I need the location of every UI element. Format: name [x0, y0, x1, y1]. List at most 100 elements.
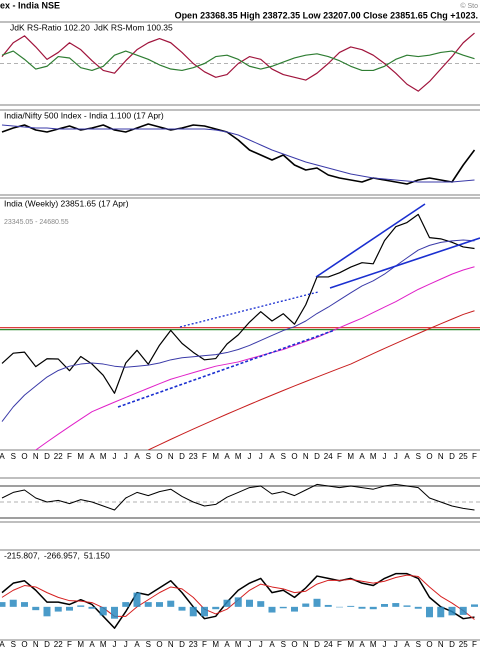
x-tick-label: F [472, 640, 477, 649]
histogram-bar [32, 606, 40, 611]
histogram-bar [99, 606, 107, 616]
histogram-bar [302, 603, 310, 607]
histogram-bar [88, 606, 96, 609]
ohlc: Open 23368.35 High 23872.35 Low 23207.00… [175, 10, 478, 20]
x-tick-label: D [44, 452, 50, 461]
x-tick-label: A [89, 640, 95, 649]
histogram-bar [358, 606, 366, 609]
histogram-bar [54, 606, 62, 612]
x-tick-label: M [235, 452, 242, 461]
x-tick-label: N [303, 640, 309, 649]
x-tick-label: J [383, 452, 387, 461]
x-tick-label: N [438, 452, 444, 461]
histogram-bar [471, 604, 478, 607]
histogram-bar [459, 606, 467, 615]
histogram-bar [212, 606, 220, 610]
x-tick-label: F [472, 452, 477, 461]
histogram-bar [414, 606, 422, 609]
histogram-bar [313, 598, 321, 607]
x-tick-label: N [168, 452, 174, 461]
x-tick-label: O [21, 640, 27, 649]
x-tick-label: N [33, 640, 39, 649]
histogram-bar [403, 605, 411, 607]
x-tick-label: J [113, 640, 117, 649]
x-tick-label: N [168, 640, 174, 649]
x-tick-label: D [449, 452, 455, 461]
histogram-bar [223, 599, 231, 607]
x-tick-label: J [248, 452, 252, 461]
x-tick-label: J [394, 452, 398, 461]
x-tick-label: N [303, 452, 309, 461]
x-tick-label: 25 [459, 452, 468, 461]
histogram-bar [324, 604, 332, 607]
histogram-bar [246, 599, 253, 607]
x-tick-label: A [224, 640, 230, 649]
x-tick-label: S [146, 452, 151, 461]
x-tick-label: O [291, 452, 297, 461]
panel [0, 213, 480, 450]
series-line [35, 266, 475, 450]
trend-line [315, 203, 426, 278]
histogram-bar [9, 599, 17, 607]
trend-line [329, 237, 480, 289]
x-tick-label: M [100, 452, 107, 461]
x-tick-label: S [11, 640, 16, 649]
histogram-bar [257, 601, 265, 607]
x-tick-label: J [124, 452, 128, 461]
legend-entry: -215.807, [4, 550, 40, 560]
histogram-bar [234, 597, 242, 607]
series-line [1, 574, 475, 620]
x-tick-label: J [248, 640, 252, 649]
x-tick-label: A [224, 452, 230, 461]
histogram-bar [144, 602, 152, 607]
histogram-bar [392, 603, 400, 607]
x-tick-label: A [359, 640, 365, 649]
x-tick-label: 24 [324, 452, 333, 461]
x-tick-label: M [370, 452, 377, 461]
x-tick-label: D [179, 640, 185, 649]
x-tick-label: F [202, 640, 207, 649]
x-tick-label: 23 [189, 640, 198, 649]
x-tick-label: F [337, 452, 342, 461]
histogram-bar [189, 606, 197, 617]
x-tick-label: S [281, 640, 286, 649]
x-tick-label: A [404, 452, 410, 461]
series-line [1, 213, 475, 394]
credit: © Sto [460, 2, 478, 10]
x-tick-label: O [156, 640, 162, 649]
x-tick-label: S [416, 452, 421, 461]
histogram-bar [43, 606, 51, 617]
x-tick-label: M [212, 640, 219, 649]
x-tick-label: D [449, 640, 455, 649]
x-tick-label: F [337, 640, 342, 649]
x-tick-label: D [44, 640, 50, 649]
histogram-bar [369, 606, 377, 610]
histogram-bar [437, 606, 445, 618]
trend-line [179, 291, 319, 328]
panel [0, 32, 480, 92]
x-tick-label: D [314, 452, 320, 461]
x-tick-label: S [281, 452, 286, 461]
x-tick-label: M [347, 452, 354, 461]
histogram-bar [122, 602, 130, 607]
x-tick-label: J [113, 452, 117, 461]
trend-lines [117, 203, 480, 408]
histogram-bar [66, 606, 73, 611]
x-tick-label: F [67, 640, 72, 649]
histogram-bar [0, 602, 6, 607]
x-tick-label: A [134, 452, 140, 461]
x-tick-label: D [179, 452, 185, 461]
series-line [1, 239, 475, 422]
series-line [148, 310, 475, 450]
histogram-bar [279, 606, 287, 609]
legend-entry: -266.957, [44, 550, 80, 560]
series-line [1, 50, 475, 72]
x-tick-label: J [383, 640, 387, 649]
histogram-bar [426, 606, 433, 618]
x-tick-label: F [67, 452, 72, 461]
x-tick-label: 24 [324, 640, 333, 649]
histogram-bar [291, 606, 298, 612]
histogram-bar [268, 606, 276, 613]
histogram-bar [77, 605, 85, 607]
x-tick-label: J [259, 640, 263, 649]
